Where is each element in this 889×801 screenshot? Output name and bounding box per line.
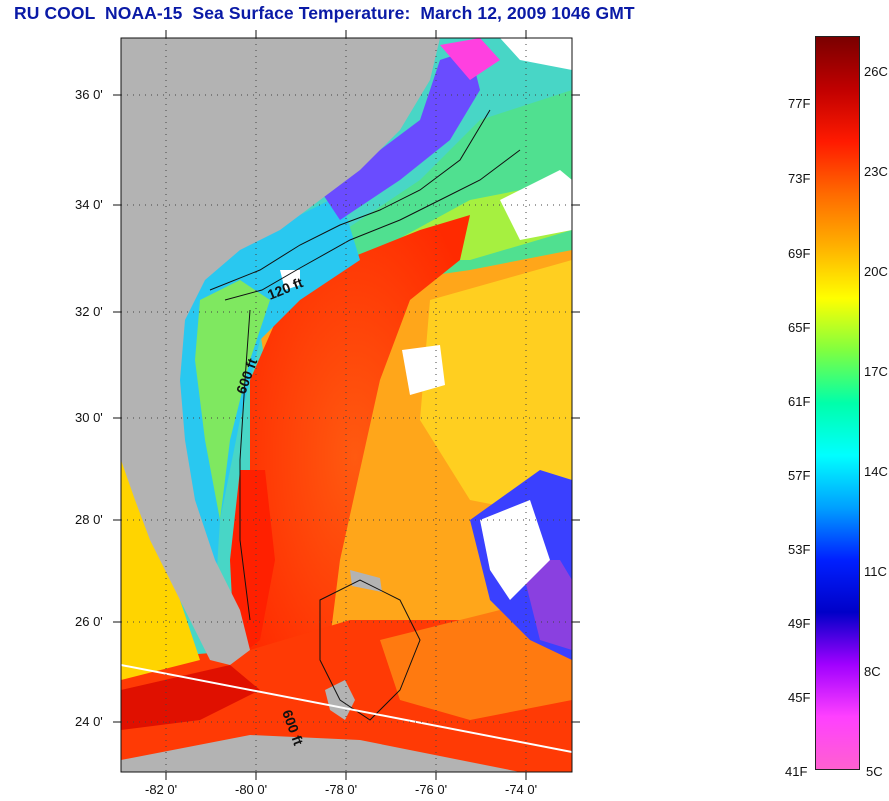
lon-label: -82 0' xyxy=(145,782,178,797)
lon-label: -78 0' xyxy=(325,782,358,797)
colorbar-f-label: 69F xyxy=(788,246,811,261)
cloud-center xyxy=(402,345,445,395)
lat-label: 30 0' xyxy=(75,410,103,425)
graticule xyxy=(121,38,572,772)
colorbar-f-label: 77F xyxy=(788,96,811,111)
colorbar-f-label: 57F xyxy=(788,468,811,483)
colorbar-c-label: 26C xyxy=(864,64,888,79)
colorbar-f-label: 65F xyxy=(788,320,811,335)
cloud-east xyxy=(480,500,550,600)
magenta-patch xyxy=(440,38,500,80)
colorbar-c-label: 8C xyxy=(864,664,881,679)
lat-label: 36 0' xyxy=(75,87,103,102)
south-orange xyxy=(380,610,572,720)
lon-label: -74 0' xyxy=(505,782,538,797)
cloud-nc xyxy=(280,270,300,290)
land-mainland xyxy=(121,38,440,665)
colorbar-c-label: 17C xyxy=(864,364,888,379)
cloud-ne xyxy=(500,38,572,70)
colorbar-c-label: 20C xyxy=(864,264,888,279)
colorbar-f-label: 73F xyxy=(788,171,811,186)
colorbar-c-label: 14C xyxy=(864,464,888,479)
yellow-patch xyxy=(420,260,572,520)
temperature-colorbar xyxy=(815,36,860,770)
map-title: RU COOL NOAA-15 Sea Surface Temperature:… xyxy=(14,3,635,23)
lon-label: -80 0' xyxy=(235,782,268,797)
colorbar-f-label: 49F xyxy=(788,616,811,631)
lat-label: 24 0' xyxy=(75,714,103,729)
florida-keys-red xyxy=(121,665,260,730)
coastal-green xyxy=(195,280,270,520)
colorbar-f-label: 61F xyxy=(788,394,811,409)
lat-label: 34 0' xyxy=(75,197,103,212)
isobath-600ft xyxy=(224,149,521,301)
colorbar-c-label: 11C xyxy=(864,564,887,579)
eastern-purple xyxy=(520,560,572,650)
colorbar-c-label: 23C xyxy=(864,164,888,179)
land-cuba xyxy=(121,735,520,772)
swath-line xyxy=(121,664,572,753)
isobath-120ft xyxy=(209,109,491,291)
isobath-bahamas xyxy=(319,579,421,721)
lon-label: -76 0' xyxy=(415,782,448,797)
isobath-shelf-fl xyxy=(239,309,251,621)
gulf-stream xyxy=(240,215,470,700)
colorbar-f-label: 45F xyxy=(788,690,811,705)
lat-label: 32 0' xyxy=(75,304,103,319)
lat-label: 26 0' xyxy=(75,614,103,629)
colorbar-f-label: 53F xyxy=(788,542,811,557)
cold-shelf-north xyxy=(320,50,480,220)
axis-ticks xyxy=(113,30,580,780)
colorbar-c-label: 5C xyxy=(866,764,883,779)
florida-current xyxy=(230,470,275,660)
lat-label: 28 0' xyxy=(75,512,103,527)
colorbar-f-label: 41F xyxy=(785,764,808,779)
